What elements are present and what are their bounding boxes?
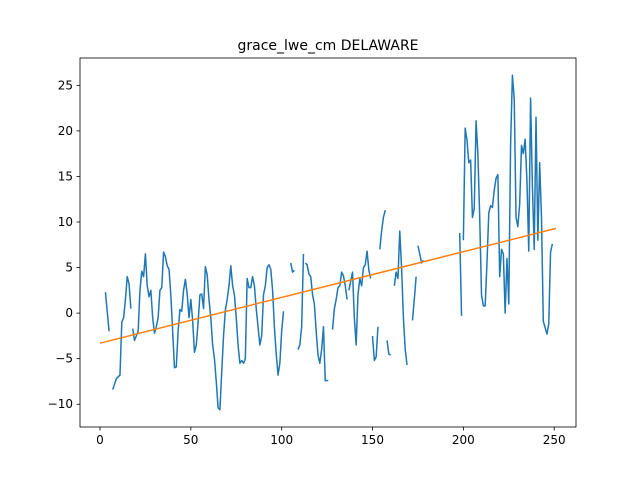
x-axis: 0 50 100 150 200 250 [96, 427, 566, 447]
y-tick-label: 25 [58, 78, 73, 92]
series-0-segment-5 [304, 262, 327, 382]
series-0-segment-7 [331, 271, 348, 330]
y-tick-label: 0 [65, 306, 73, 320]
x-tick-label: 50 [183, 433, 198, 447]
x-tick-label: 150 [361, 433, 384, 447]
y-tick-label: −10 [48, 397, 73, 411]
y-tick-label: 15 [58, 169, 73, 183]
y-tick-label: −5 [55, 352, 73, 366]
x-tick-label: 100 [270, 433, 293, 447]
series-0-segment-11 [386, 340, 392, 356]
series-0-segment-13 [411, 276, 417, 321]
series-0-segment-15 [458, 232, 463, 316]
series-0-segment-1 [111, 275, 132, 390]
series-0-segment-12 [393, 230, 408, 366]
y-axis: −10 −5 0 5 10 15 20 25 [48, 78, 80, 411]
series-0-segment-8 [348, 250, 372, 346]
chart-title: grace_lwe_cm DELAWARE [237, 38, 418, 54]
x-tick-label: 250 [543, 433, 566, 447]
series-0-segment-10 [379, 209, 386, 250]
series-0-segment-16 [462, 74, 554, 335]
series-0-segment-0 [104, 292, 110, 332]
series-0-segment-14 [417, 245, 425, 264]
series-1-segment-0 [99, 227, 557, 344]
x-tick-label: 200 [452, 433, 475, 447]
series-0-segment-9 [371, 326, 379, 362]
y-tick-label: 10 [58, 215, 73, 229]
series-0-segment-4 [297, 253, 305, 350]
plot-lines [99, 74, 557, 411]
series-0-segment-2 [131, 251, 285, 411]
series-0-segment-3 [290, 262, 295, 273]
x-tick-label: 0 [96, 433, 104, 447]
plot-frame [79, 57, 577, 428]
y-tick-label: 5 [65, 261, 73, 275]
y-tick-label: 20 [58, 124, 73, 138]
